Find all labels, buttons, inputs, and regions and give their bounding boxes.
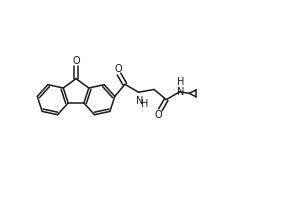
Text: O: O xyxy=(72,56,80,66)
Text: O: O xyxy=(114,64,122,74)
Text: H: H xyxy=(141,99,148,109)
Text: H: H xyxy=(177,77,184,87)
Text: N: N xyxy=(136,96,143,106)
Text: O: O xyxy=(154,110,162,120)
Text: N: N xyxy=(177,87,184,97)
